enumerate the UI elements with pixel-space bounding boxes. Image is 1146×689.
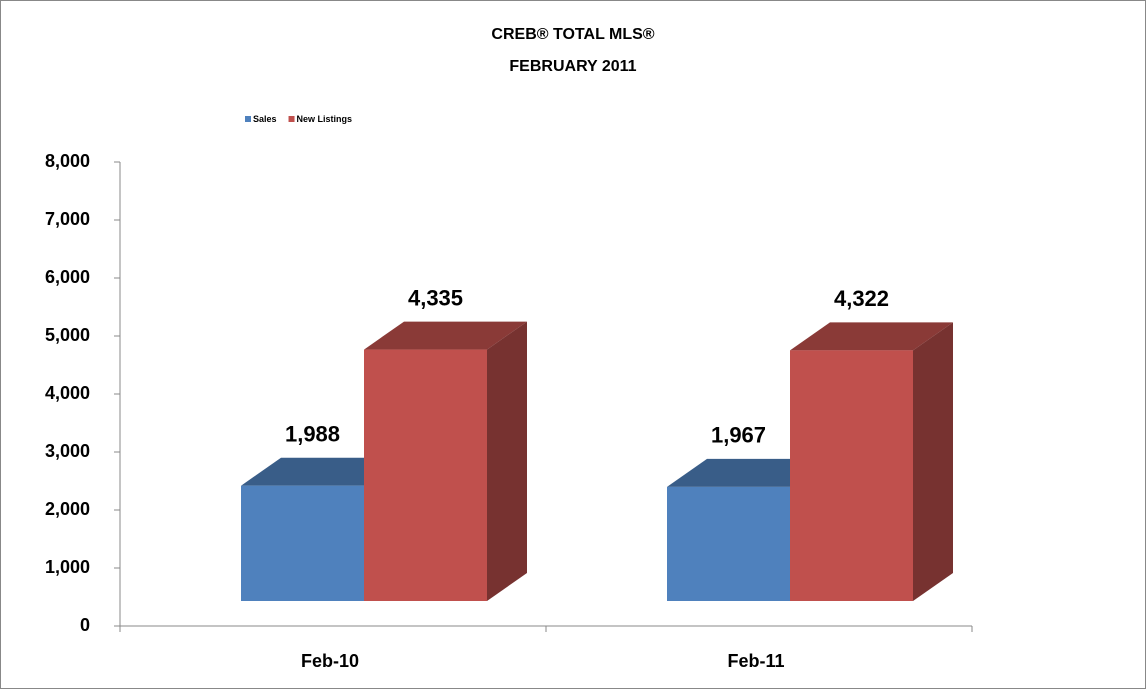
y-tick-label: 3,000 — [45, 441, 90, 461]
y-tick-label: 7,000 — [45, 209, 90, 229]
data-label: 4,322 — [834, 286, 889, 311]
bar-side — [487, 321, 527, 601]
y-tick-label: 8,000 — [45, 151, 90, 171]
bar-side — [913, 322, 953, 601]
y-tick-label: 4,000 — [45, 383, 90, 403]
bar-top — [364, 321, 527, 350]
legend-label: Sales — [253, 114, 277, 124]
y-tick-label: 6,000 — [45, 267, 90, 287]
legend-swatch — [245, 116, 251, 122]
bar — [241, 485, 364, 601]
y-tick-label: 1,000 — [45, 557, 90, 577]
legend-label: New Listings — [297, 114, 353, 124]
y-tick-label: 0 — [80, 615, 90, 635]
y-tick-label: 5,000 — [45, 325, 90, 345]
legend-swatch — [288, 116, 295, 122]
bar-top — [241, 457, 404, 486]
bar — [667, 486, 790, 601]
bar-top — [667, 458, 830, 487]
data-label: 4,335 — [408, 285, 463, 310]
bar — [790, 350, 913, 601]
x-tick-label: Feb-11 — [727, 651, 784, 671]
data-label: 1,988 — [285, 422, 340, 447]
bar — [364, 349, 487, 601]
chart-subtitle: FEBRUARY 2011 — [509, 58, 636, 75]
chart-title: CREB® TOTAL MLS® — [491, 26, 654, 43]
y-tick-label: 2,000 — [45, 499, 90, 519]
x-tick-label: Feb-10 — [301, 651, 359, 671]
bar-top — [790, 322, 953, 351]
data-label: 1,967 — [711, 423, 766, 448]
